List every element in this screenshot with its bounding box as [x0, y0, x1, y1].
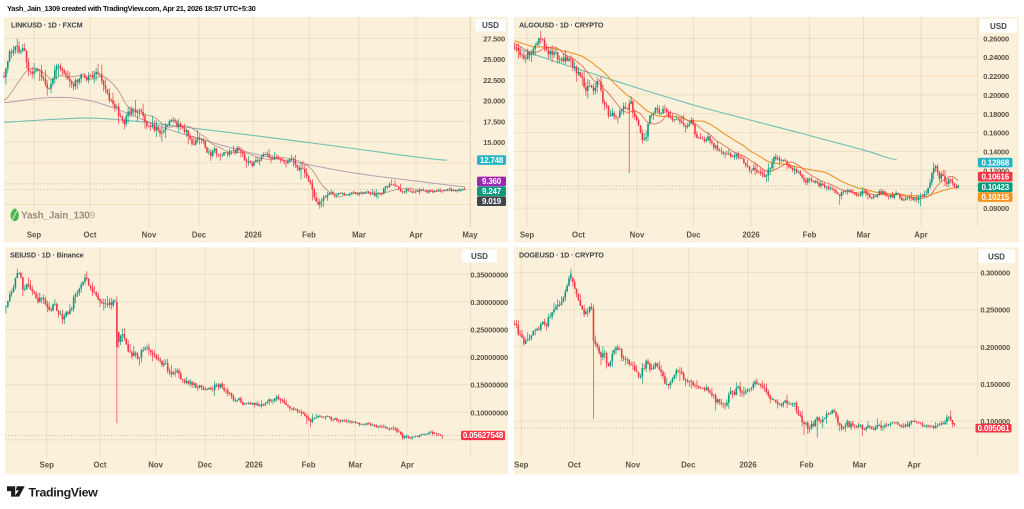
svg-text:TradingView: TradingView	[29, 486, 99, 500]
svg-text:0.35000000: 0.35000000	[470, 270, 508, 279]
svg-text:2026: 2026	[739, 461, 757, 470]
svg-text:Mar: Mar	[352, 231, 366, 240]
svg-text:Oct: Oct	[84, 231, 97, 240]
svg-text:0.095061: 0.095061	[978, 424, 1011, 433]
svg-text:DOGEUSD · 1D · CRYPTO: DOGEUSD · 1D · CRYPTO	[519, 251, 604, 260]
svg-text:Nov: Nov	[142, 231, 157, 240]
svg-text:17.500: 17.500	[483, 117, 505, 126]
svg-text:Nov: Nov	[625, 461, 640, 470]
svg-text:USD: USD	[471, 252, 488, 261]
svg-text:0.12868: 0.12868	[981, 158, 1009, 167]
svg-text:22.500: 22.500	[483, 76, 505, 85]
svg-text:0.20000: 0.20000	[983, 91, 1009, 100]
svg-text:9.247: 9.247	[482, 187, 502, 196]
svg-text:2026: 2026	[245, 461, 263, 470]
svg-text:May: May	[462, 231, 478, 240]
svg-text:0.10215: 0.10215	[981, 193, 1009, 202]
svg-text:Feb: Feb	[302, 231, 316, 240]
svg-text:Apr: Apr	[409, 231, 422, 240]
svg-text:Apr: Apr	[907, 461, 920, 470]
svg-text:Dec: Dec	[198, 461, 213, 470]
svg-text:Nov: Nov	[148, 461, 163, 470]
svg-text:0.15000000: 0.15000000	[470, 381, 508, 390]
svg-text:Sep: Sep	[514, 461, 529, 470]
svg-text:0.10000000: 0.10000000	[470, 408, 508, 417]
svg-text:USD: USD	[988, 252, 1005, 261]
svg-text:Dec: Dec	[686, 231, 701, 240]
svg-text:0.25000000: 0.25000000	[470, 326, 508, 335]
svg-text:Yash_Jain_1309: Yash_Jain_1309	[21, 211, 96, 222]
svg-text:9.019: 9.019	[482, 197, 502, 206]
svg-text:Apr: Apr	[914, 231, 927, 240]
svg-text:0.150000: 0.150000	[980, 380, 1010, 389]
svg-text:Apr: Apr	[400, 461, 413, 470]
svg-text:Oct: Oct	[94, 461, 107, 470]
svg-text:Mar: Mar	[348, 461, 362, 470]
svg-text:0.20000000: 0.20000000	[470, 353, 508, 362]
svg-text:Mar: Mar	[853, 461, 867, 470]
svg-text:Mar: Mar	[857, 231, 871, 240]
svg-text:Oct: Oct	[572, 231, 585, 240]
svg-text:0.26000: 0.26000	[983, 34, 1009, 43]
svg-text:0.05627548: 0.05627548	[463, 431, 504, 440]
svg-text:0.30000000: 0.30000000	[470, 298, 508, 307]
svg-text:0.200000: 0.200000	[980, 343, 1010, 352]
svg-text:Nov: Nov	[630, 231, 645, 240]
svg-text:Sep: Sep	[520, 231, 535, 240]
svg-text:Dec: Dec	[681, 461, 696, 470]
svg-text:USD: USD	[482, 21, 499, 30]
svg-text:Oct: Oct	[568, 461, 581, 470]
svg-text:2026: 2026	[742, 231, 760, 240]
svg-text:0.18000: 0.18000	[983, 110, 1009, 119]
svg-text:12.748: 12.748	[480, 156, 504, 165]
svg-text:0.24000: 0.24000	[983, 53, 1009, 62]
svg-text:Feb: Feb	[800, 461, 814, 470]
svg-text:SEIUSD · 1D · Binance: SEIUSD · 1D · Binance	[10, 251, 84, 260]
svg-text:9.360: 9.360	[482, 177, 502, 186]
svg-text:Sep: Sep	[27, 231, 42, 240]
svg-text:2026: 2026	[244, 231, 262, 240]
svg-text:Dec: Dec	[192, 231, 207, 240]
svg-text:0.250000: 0.250000	[980, 306, 1010, 315]
svg-text:20.000: 20.000	[483, 97, 505, 106]
svg-text:0.16000: 0.16000	[983, 129, 1009, 138]
svg-text:Feb: Feb	[302, 461, 316, 470]
svg-text:0.14000: 0.14000	[983, 148, 1009, 157]
svg-text:LINKUSD · 1D · FXCM: LINKUSD · 1D · FXCM	[11, 21, 83, 30]
svg-text:0.22000: 0.22000	[983, 72, 1009, 81]
svg-text:25.000: 25.000	[483, 55, 505, 64]
svg-text:0.10616: 0.10616	[981, 172, 1009, 181]
svg-text:Sep: Sep	[40, 461, 55, 470]
svg-text:15.000: 15.000	[483, 138, 505, 147]
svg-text:0.300000: 0.300000	[980, 268, 1010, 277]
svg-text:Feb: Feb	[803, 231, 817, 240]
svg-text:Yash_Jain_1309 created with Tr: Yash_Jain_1309 created with TradingView.…	[7, 4, 256, 13]
svg-text:0.10423: 0.10423	[981, 183, 1009, 192]
svg-text:0.100000: 0.100000	[980, 417, 1010, 426]
svg-text:0.12000: 0.12000	[983, 166, 1009, 175]
svg-text:USD: USD	[990, 22, 1007, 31]
svg-text:0.08000: 0.08000	[983, 204, 1009, 213]
svg-text:27.500: 27.500	[483, 34, 505, 43]
svg-text:ALGOUSD · 1D · CRYPTO: ALGOUSD · 1D · CRYPTO	[519, 21, 604, 30]
